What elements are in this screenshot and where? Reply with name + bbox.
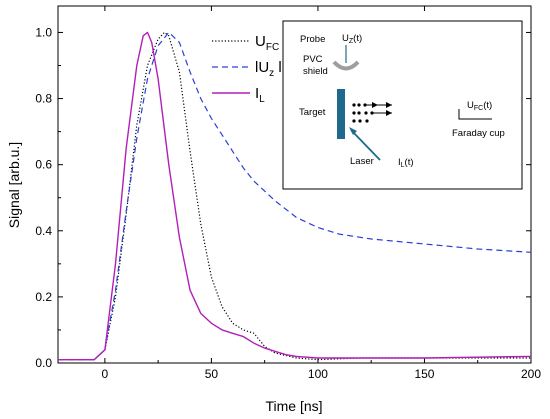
- inset-faraday-label: Faraday cup: [452, 128, 505, 139]
- inset-il-sub: L: [401, 162, 405, 169]
- inset-uz-label: UZ(t): [342, 33, 362, 45]
- particle-arrowhead: [386, 110, 392, 116]
- inset-pvc-label-2: shield: [303, 66, 328, 77]
- legend-label-suffix: l: [274, 59, 282, 76]
- pvc-shield-arc: [332, 60, 360, 71]
- legend-label-sub: L: [259, 94, 265, 105]
- y-tick-label: 0.4: [35, 224, 52, 238]
- y-axis-ticks: 0.0 0.2 0.4 0.6 0.8 1.0: [35, 25, 531, 370]
- inset-uz-suffix: (t): [353, 33, 362, 44]
- faraday-cup-shape: [458, 109, 492, 120]
- particle: [357, 111, 361, 115]
- x-tick-label: 200: [521, 367, 541, 381]
- legend-label-main: I: [255, 85, 259, 102]
- particle: [365, 119, 369, 123]
- inset-uz-main: U: [342, 33, 349, 44]
- legend-label: lUz l: [255, 59, 282, 79]
- y-tick-label: 0.8: [35, 92, 52, 106]
- laser-arrowhead: [349, 127, 357, 135]
- laser-arrow: [350, 129, 381, 161]
- series-line-ufc: [58, 31, 531, 361]
- series-line-luz: [58, 31, 531, 361]
- legend-label: IL: [255, 85, 265, 105]
- x-tick-label: 150: [414, 367, 434, 381]
- x-axis-ticks: 0 50 100 150 200: [102, 6, 541, 381]
- inset-schematic: Probe UZ(t) PVC shield Target: [282, 20, 523, 190]
- inset-ufc-main: U: [467, 100, 474, 111]
- legend-label-sub: FC: [266, 42, 279, 53]
- inset-target-label: Target: [299, 107, 326, 118]
- inset-ufc-suffix: (t): [483, 100, 492, 111]
- legend-label-main: U: [255, 33, 266, 50]
- particle: [352, 119, 356, 123]
- inset-probe-label: Probe: [300, 34, 325, 45]
- particle-arrowhead: [386, 102, 392, 108]
- inset-uz-sub: Z: [349, 38, 354, 45]
- y-tick-label: 1.0: [35, 25, 52, 39]
- y-tick-label: 0.6: [35, 158, 52, 172]
- inset-il-suffix: (t): [405, 157, 414, 168]
- particle: [357, 103, 361, 107]
- x-tick-label: 0: [102, 367, 109, 381]
- particle: [364, 111, 368, 115]
- x-tick-label: 100: [308, 367, 328, 381]
- y-tick-label: 0.2: [35, 290, 52, 304]
- inset-pvc-label-1: PVC: [303, 54, 323, 65]
- legend-label-main: lU: [255, 59, 269, 76]
- particle: [352, 103, 356, 107]
- plasma-particles: [352, 102, 392, 123]
- particle: [358, 119, 362, 123]
- inset-frame: [282, 20, 523, 190]
- legend-label: UFC: [255, 33, 279, 53]
- series-line-il: [58, 31, 531, 361]
- inset-il-label: IL(t): [398, 157, 414, 169]
- inset-il-main: I: [398, 157, 401, 168]
- inset-laser-label: Laser: [350, 156, 374, 167]
- target-block: [337, 89, 345, 139]
- y-tick-label: 0.0: [35, 356, 52, 370]
- plot-frame: [57, 5, 532, 364]
- x-tick-label: 50: [205, 367, 219, 381]
- inset-ufc-sub: FC: [474, 105, 483, 112]
- series-layer: [58, 31, 531, 361]
- particle: [352, 111, 356, 115]
- particle: [363, 103, 367, 107]
- particle-arrowhead: [372, 102, 378, 108]
- legend-label-sub: z: [269, 68, 274, 79]
- x-axis-title: Time [ns]: [265, 398, 322, 414]
- inset-ufc-label: UFC(t): [467, 100, 492, 112]
- y-axis-title: Signal [arb.u.]: [6, 142, 22, 228]
